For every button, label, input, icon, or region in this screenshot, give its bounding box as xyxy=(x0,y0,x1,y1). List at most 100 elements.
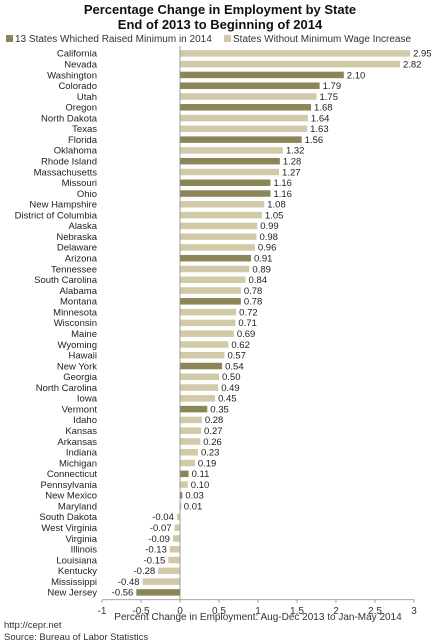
category-label: District of Columbia xyxy=(15,210,98,221)
x-tick-label: 0 xyxy=(177,606,183,617)
value-label: 1.75 xyxy=(320,92,339,103)
category-label: Illinois xyxy=(71,545,98,556)
value-label: 2.82 xyxy=(403,59,422,70)
bar-montana xyxy=(180,298,241,305)
bar-district-of-columbia xyxy=(180,211,262,219)
value-label: 0.84 xyxy=(249,275,268,286)
bar-south-carolina xyxy=(180,276,246,284)
bar-illinois xyxy=(169,546,180,553)
value-label: -0.48 xyxy=(118,577,140,588)
source-note: Source: Bureau of Labor Statistics xyxy=(4,632,148,643)
value-label: 1.16 xyxy=(273,189,292,200)
bar-michigan xyxy=(180,459,195,467)
value-label: 2.95 xyxy=(413,49,432,60)
category-label: Oklahoma xyxy=(54,146,98,157)
value-label: 0.78 xyxy=(244,297,263,308)
bar-rhode-island xyxy=(180,157,280,165)
legend-label-without: States Without Minimum Wage Increase xyxy=(233,34,411,45)
bar-connecticut xyxy=(180,470,189,478)
bar-virginia xyxy=(172,535,180,542)
category-label: Arizona xyxy=(65,254,98,265)
category-label: New Mexico xyxy=(45,491,97,502)
category-label: Massachusetts xyxy=(34,167,98,178)
bar-maryland xyxy=(180,502,182,510)
bar-wyoming xyxy=(180,341,229,348)
chart-title-line-2: End of 2013 to Beginning of 2014 xyxy=(118,17,323,32)
bar-new-hampshire xyxy=(180,201,265,208)
legend-label-raised: 13 States Whiched Raised Minimum in 2014 xyxy=(15,34,212,45)
category-label: Vermont xyxy=(62,404,98,415)
category-label: North Carolina xyxy=(36,383,98,394)
bar-wisconsin xyxy=(180,319,236,327)
value-label: 0.54 xyxy=(225,361,244,372)
bar-kentucky xyxy=(158,567,180,575)
x-tick-label: -1 xyxy=(98,606,107,617)
x-tick-label: 2.5 xyxy=(368,606,382,617)
category-label: Delaware xyxy=(57,243,97,254)
value-label: -0.28 xyxy=(134,566,156,577)
bar-hawaii xyxy=(180,351,225,359)
category-label: Virginia xyxy=(65,534,97,545)
value-label: 0.62 xyxy=(231,340,250,351)
value-label: 0.11 xyxy=(192,469,210,480)
category-label: Hawaii xyxy=(68,351,97,362)
value-label: 0.19 xyxy=(198,458,217,469)
value-label: 1.63 xyxy=(310,124,329,135)
value-label: 0.78 xyxy=(244,286,263,297)
x-tick-label: 1.5 xyxy=(290,606,304,617)
value-label: -0.15 xyxy=(144,555,166,566)
legend-swatch-raised xyxy=(6,35,13,42)
category-label: New Hampshire xyxy=(29,200,97,211)
bar-colorado xyxy=(180,82,320,89)
value-label: 0.99 xyxy=(260,221,279,232)
bar-oklahoma xyxy=(180,147,283,154)
x-tick-label: 0.5 xyxy=(212,606,226,617)
bar-arizona xyxy=(180,254,251,262)
category-label: Minnesota xyxy=(53,307,98,318)
category-label: Louisiana xyxy=(56,555,97,566)
bar-indiana xyxy=(180,449,198,456)
category-label: Montana xyxy=(60,297,98,308)
bar-tennessee xyxy=(180,265,250,273)
bar-alabama xyxy=(180,287,241,294)
value-label: 1.16 xyxy=(273,178,292,189)
legend: 13 States Whiched Raised Minimum in 2014… xyxy=(6,34,411,45)
category-label: West Virginia xyxy=(41,523,97,534)
category-label: Ohio xyxy=(77,189,97,200)
bar-north-dakota xyxy=(180,114,308,122)
category-label: Wyoming xyxy=(57,340,97,351)
category-label: Alabama xyxy=(60,286,98,297)
bar-utah xyxy=(180,93,317,100)
value-label: 1.28 xyxy=(283,156,302,167)
value-label: 0.91 xyxy=(254,254,272,265)
category-label: Pennsylvania xyxy=(40,480,97,491)
x-tick-label: 2 xyxy=(333,606,339,617)
value-label: 0.50 xyxy=(222,372,241,383)
category-label: Wisconsin xyxy=(54,318,97,329)
category-label: Maine xyxy=(71,329,97,340)
category-label: Indiana xyxy=(66,448,98,459)
category-label: Arkansas xyxy=(57,437,97,448)
bar-west-virginia xyxy=(174,524,180,531)
value-label: 0.27 xyxy=(204,426,223,437)
value-label: -0.56 xyxy=(112,588,134,599)
bar-vermont xyxy=(180,405,208,413)
bar-idaho xyxy=(180,416,202,424)
category-label: New Jersey xyxy=(47,588,97,599)
category-label: Idaho xyxy=(73,415,97,426)
value-label: 1.79 xyxy=(323,81,342,92)
value-label: 0.57 xyxy=(227,351,246,362)
bar-missouri xyxy=(180,179,271,186)
value-label: -0.07 xyxy=(150,523,172,534)
bar-arkansas xyxy=(180,438,201,445)
bar-maine xyxy=(180,330,234,337)
value-label: -0.13 xyxy=(145,545,167,556)
category-label: Colorado xyxy=(58,81,97,92)
category-label: Texas xyxy=(72,124,97,135)
bar-massachusetts xyxy=(180,168,280,176)
value-label: 1.68 xyxy=(314,103,333,114)
source-url: http://cepr.net xyxy=(4,620,62,631)
value-label: 0.01 xyxy=(184,501,203,512)
bar-new-mexico xyxy=(180,492,183,499)
category-label: Nevada xyxy=(64,59,97,70)
